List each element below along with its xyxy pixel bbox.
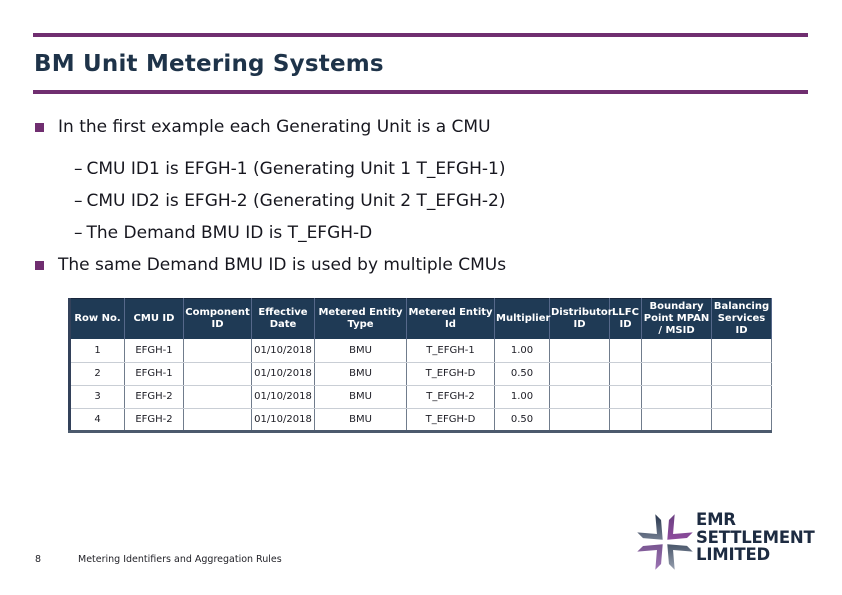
cell-llfc-id xyxy=(609,339,642,363)
sub-bullet-text: The Demand BMU ID is T_EFGH-D xyxy=(86,223,373,243)
dash-bullet-icon: – xyxy=(74,159,83,179)
col-header-boundary-point: Boundary Point MPAN / MSID xyxy=(641,298,712,339)
cell-metered-entity-id: T_EFGH-D xyxy=(406,362,495,386)
title-underline-rule xyxy=(33,90,808,94)
col-header-component-id: Component ID xyxy=(183,298,252,339)
cell-row-no: 2 xyxy=(69,362,125,386)
cell-cmu-id: EFGH-2 xyxy=(124,385,184,409)
bullet-text: In the first example each Generating Uni… xyxy=(58,117,491,137)
col-header-metered-entity-type: Metered Entity Type xyxy=(314,298,407,339)
cell-effective-date: 01/10/2018 xyxy=(251,339,315,363)
col-header-cmu-id: CMU ID xyxy=(124,298,184,339)
sub-bullet-item: – The Demand BMU ID is T_EFGH-D xyxy=(74,222,372,244)
bullet-item: The same Demand BMU ID is used by multip… xyxy=(35,254,506,276)
cell-component-id xyxy=(183,362,252,386)
logo-arm-top-right xyxy=(667,514,693,540)
cell-boundary-point xyxy=(641,339,712,363)
cell-metered-entity-type: BMU xyxy=(314,385,407,409)
table-row: 2 EFGH-1 01/10/2018 BMU T_EFGH-D 0.50 xyxy=(69,362,772,386)
cell-distributor-id xyxy=(549,339,610,363)
logo-line-limited: LIMITED xyxy=(696,545,771,564)
cell-distributor-id xyxy=(549,385,610,409)
table-header-row: Row No. CMU ID Component ID Effective Da… xyxy=(69,298,772,339)
cell-component-id xyxy=(183,408,252,431)
dash-bullet-icon: – xyxy=(74,191,83,211)
footer-text: Metering Identifiers and Aggregation Rul… xyxy=(78,554,282,565)
bullet-item: In the first example each Generating Uni… xyxy=(35,116,491,138)
square-bullet-icon xyxy=(35,261,44,270)
table-row: 4 EFGH-2 01/10/2018 BMU T_EFGH-D 0.50 xyxy=(69,408,772,431)
cell-row-no: 4 xyxy=(69,408,125,431)
logo-wordmark: EMR SETTLEMENT LIMITED xyxy=(696,511,815,564)
metering-table: Row No. CMU ID Component ID Effective Da… xyxy=(68,298,772,433)
bullet-text: The same Demand BMU ID is used by multip… xyxy=(58,255,507,275)
col-header-multiplier: Multiplier xyxy=(494,298,550,339)
col-header-effective-date: Effective Date xyxy=(251,298,315,339)
cell-balancing-services xyxy=(711,339,772,363)
logo-line-emr: EMR xyxy=(696,510,736,529)
cell-multiplier: 0.50 xyxy=(494,362,550,386)
col-header-distributor-id: Distributor ID xyxy=(549,298,613,339)
cell-boundary-point xyxy=(641,385,712,409)
page-title: BM Unit Metering Systems xyxy=(34,51,384,77)
cell-distributor-id xyxy=(549,362,610,386)
cell-multiplier: 1.00 xyxy=(494,385,550,409)
logo-arm-top-left xyxy=(637,514,663,540)
cell-llfc-id xyxy=(609,362,642,386)
sub-bullet-text: CMU ID1 is EFGH-1 (Generating Unit 1 T_E… xyxy=(86,159,506,179)
top-accent-rule xyxy=(33,33,808,37)
cell-balancing-services xyxy=(711,385,772,409)
dash-bullet-icon: – xyxy=(74,223,83,243)
sub-bullet-item: – CMU ID1 is EFGH-1 (Generating Unit 1 T… xyxy=(74,158,505,180)
emr-pinwheel-logo-icon xyxy=(637,514,693,570)
table-row: 1 EFGH-1 01/10/2018 BMU T_EFGH-1 1.00 xyxy=(69,339,772,363)
cell-effective-date: 01/10/2018 xyxy=(251,408,315,431)
cell-cmu-id: EFGH-2 xyxy=(124,408,184,431)
cell-metered-entity-id: T_EFGH-D xyxy=(406,408,495,431)
cell-distributor-id xyxy=(549,408,610,431)
cell-cmu-id: EFGH-1 xyxy=(124,339,184,363)
cell-effective-date: 01/10/2018 xyxy=(251,362,315,386)
cell-llfc-id xyxy=(609,385,642,409)
cell-boundary-point xyxy=(641,408,712,431)
logo-arm-bottom-right xyxy=(667,544,693,570)
col-header-metered-entity-id: Metered Entity Id xyxy=(406,298,495,339)
cell-boundary-point xyxy=(641,362,712,386)
cell-llfc-id xyxy=(609,408,642,431)
logo-line-settlement: SETTLEMENT xyxy=(696,527,815,547)
cell-balancing-services xyxy=(711,362,772,386)
table-row: 3 EFGH-2 01/10/2018 BMU T_EFGH-2 1.00 xyxy=(69,385,772,409)
logo-arm-bottom-left xyxy=(637,544,663,570)
cell-row-no: 3 xyxy=(69,385,125,409)
cell-metered-entity-type: BMU xyxy=(314,408,407,431)
cell-metered-entity-type: BMU xyxy=(314,362,407,386)
col-header-balancing-services: Balancing Services ID xyxy=(711,298,772,339)
sub-bullet-text: CMU ID2 is EFGH-2 (Generating Unit 2 T_E… xyxy=(86,191,506,211)
cell-multiplier: 1.00 xyxy=(494,339,550,363)
cell-row-no: 1 xyxy=(69,339,125,363)
cell-metered-entity-id: T_EFGH-1 xyxy=(406,339,495,363)
square-bullet-icon xyxy=(35,123,44,132)
cell-component-id xyxy=(183,339,252,363)
cell-cmu-id: EFGH-1 xyxy=(124,362,184,386)
col-header-llfc-id: LLFC ID xyxy=(609,298,642,339)
col-header-row-no: Row No. xyxy=(69,298,125,339)
cell-effective-date: 01/10/2018 xyxy=(251,385,315,409)
cell-metered-entity-type: BMU xyxy=(314,339,407,363)
cell-balancing-services xyxy=(711,408,772,431)
cell-component-id xyxy=(183,385,252,409)
page-number: 8 xyxy=(35,554,42,565)
sub-bullet-item: – CMU ID2 is EFGH-2 (Generating Unit 2 T… xyxy=(74,190,505,212)
cell-metered-entity-id: T_EFGH-2 xyxy=(406,385,495,409)
cell-multiplier: 0.50 xyxy=(494,408,550,431)
